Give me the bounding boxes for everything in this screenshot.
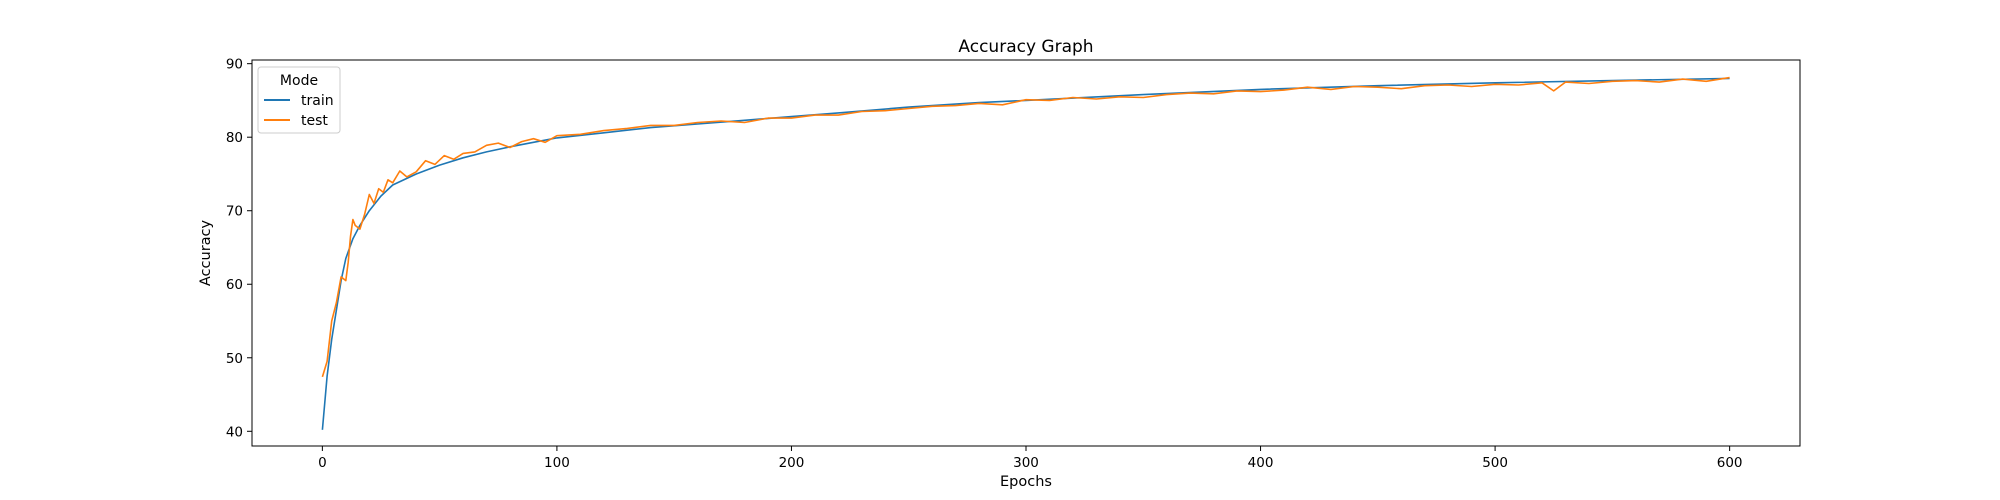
y-tick-label: 70 [226,204,243,220]
x-tick-label: 600 [1717,455,1743,471]
y-tick-label: 90 [226,57,243,73]
x-tick-label: 0 [318,455,327,471]
x-tick-label: 200 [779,455,805,471]
x-tick-label: 300 [1013,455,1039,471]
y-tick-label: 80 [226,130,243,146]
legend-label-test: test [301,113,328,129]
x-axis-label: Epochs [1000,474,1052,490]
legend: Mode train test [257,66,341,134]
legend-box [257,66,341,134]
legend-title: Mode [280,73,318,89]
chart-title: Accuracy Graph [958,37,1093,57]
legend-label-train: train [301,93,334,109]
y-tick-label: 50 [226,351,243,367]
y-tick-label: 60 [226,277,243,293]
series-layer [321,76,1730,430]
x-tick-label: 500 [1482,455,1508,471]
series-line-train [321,77,1730,430]
y-axis-label: Accuracy [198,219,214,286]
series-line-test [321,76,1730,378]
x-tick-label: 100 [544,455,570,471]
x-axis: 0 100 200 300 400 500 600 [318,446,1743,471]
y-axis: 40 50 60 70 80 90 [226,57,252,440]
y-tick-label: 40 [226,424,243,440]
plot-area [251,59,1801,447]
x-tick-label: 400 [1248,455,1274,471]
